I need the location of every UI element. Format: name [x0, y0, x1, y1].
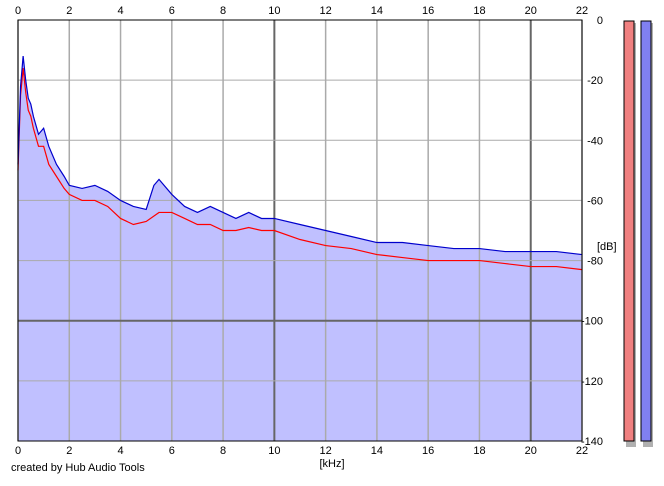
level-meter-left: [623, 20, 635, 442]
x-tick-label-bottom: 10: [268, 445, 280, 457]
x-tick-label-bottom: 2: [66, 445, 72, 457]
y-tick-label: -40: [587, 135, 603, 147]
x-tick-label-top: 14: [371, 5, 383, 17]
y-tick-label: -80: [587, 256, 603, 268]
x-tick-label-top: 22: [576, 5, 588, 17]
spectrum-line-red: [17, 68, 583, 271]
x-tick-label-top: 20: [525, 5, 537, 17]
level-meter-right: [640, 20, 652, 442]
y-tick-label: -140: [581, 436, 603, 448]
y-tick-label: -120: [581, 376, 603, 388]
x-tick-label-top: 16: [422, 5, 434, 17]
x-tick-label-bottom: 14: [371, 445, 383, 457]
x-axis-label: [kHz]: [319, 458, 344, 470]
x-tick-label-bottom: 12: [320, 445, 332, 457]
x-tick-label-bottom: 8: [220, 445, 226, 457]
y-axis-label: [dB]: [597, 241, 617, 253]
x-tick-label-top: 12: [320, 5, 332, 17]
grid-layer: [17, 19, 583, 442]
x-tick-label-top: 10: [268, 5, 280, 17]
x-tick-label-top: 2: [66, 5, 72, 17]
x-tick-label-top: 6: [169, 5, 175, 17]
x-tick-label-top: 0: [15, 5, 21, 17]
y-tick-label: 0: [597, 15, 603, 27]
y-tick-label: -20: [587, 75, 603, 87]
x-tick-label-bottom: 0: [15, 445, 21, 457]
x-tick-label-top: 18: [473, 5, 485, 17]
x-tick-label-bottom: 16: [422, 445, 434, 457]
y-tick-label: -60: [587, 195, 603, 207]
series-layer: [17, 56, 583, 271]
credit-footer: created by Hub Audio Tools: [11, 462, 145, 474]
x-tick-label-bottom: 18: [473, 445, 485, 457]
level-meters: [623, 20, 653, 447]
spectrum-fill-layer: [18, 56, 582, 441]
x-tick-label-bottom: 4: [117, 445, 123, 457]
x-tick-label-top: 4: [117, 5, 123, 17]
x-tick-label-bottom: 6: [169, 445, 175, 457]
x-tick-label-bottom: 22: [576, 445, 588, 457]
spectrum-area-fill: [18, 56, 582, 441]
y-tick-label: -100: [581, 316, 603, 328]
tick-label-layer: 002244668810101212141416161818202022220-…: [15, 5, 603, 457]
spectrum-line-blue: [17, 56, 583, 256]
x-tick-label-bottom: 20: [525, 445, 537, 457]
x-tick-label-top: 8: [220, 5, 226, 17]
plot-frame: [17, 19, 583, 442]
